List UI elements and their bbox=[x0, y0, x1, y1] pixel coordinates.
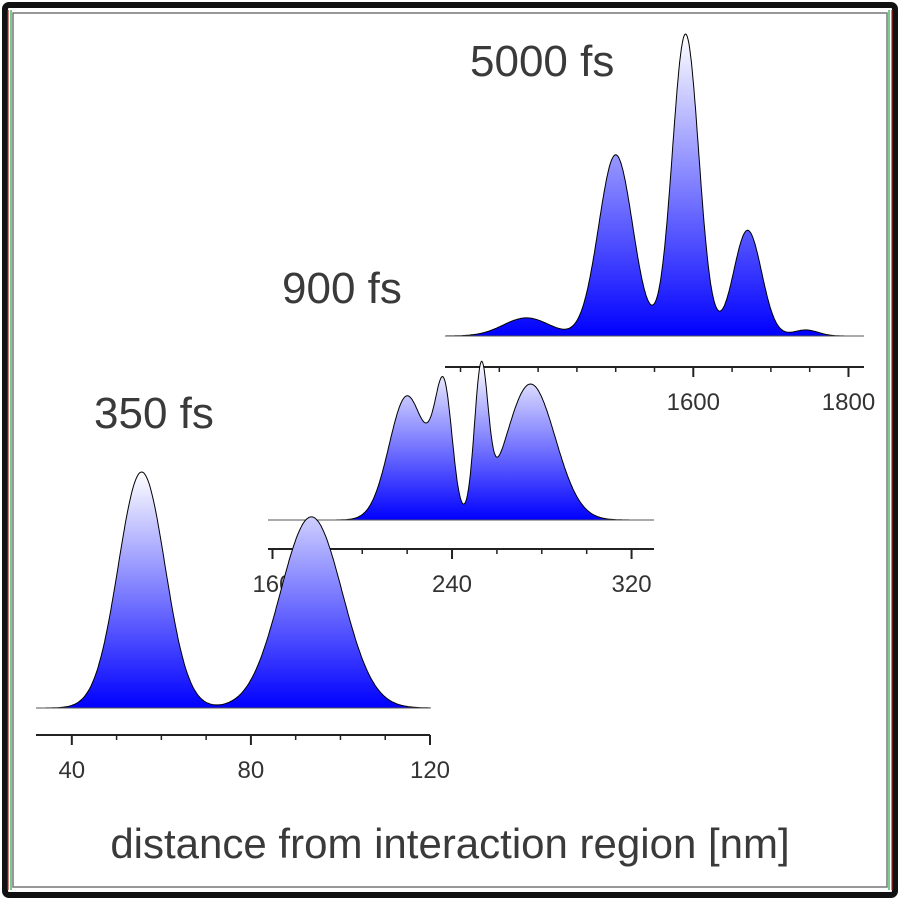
tick-label-2-1: 1800 bbox=[822, 389, 875, 416]
series-area-0 bbox=[36, 471, 431, 709]
panel-900fs-curve-group bbox=[268, 360, 654, 521]
panel-350fs: 40 80 120 350 fs bbox=[36, 389, 450, 784]
series-area-2 bbox=[445, 33, 864, 337]
panel-350fs-curve-group bbox=[36, 471, 431, 709]
panel-5000fs-curve-group bbox=[445, 33, 864, 337]
panel-5000fs-label: 5000 fs bbox=[470, 37, 614, 86]
panel-900fs-axis: 160 240 320 bbox=[252, 548, 654, 598]
tick-label-2-0: 1600 bbox=[667, 389, 720, 416]
tick-label-1-1: 240 bbox=[432, 571, 472, 598]
tick-label-0-2: 120 bbox=[410, 757, 450, 784]
panel-900fs-label: 900 fs bbox=[282, 264, 402, 313]
series-area-1 bbox=[268, 360, 654, 521]
tick-label-0-1: 80 bbox=[238, 757, 265, 784]
panel-350fs-label: 350 fs bbox=[94, 389, 214, 438]
tick-label-1-2: 320 bbox=[612, 571, 652, 598]
x-axis-title: distance from interaction region [nm] bbox=[110, 820, 789, 867]
panel-5000fs-axis: 1600 1800 bbox=[445, 366, 875, 416]
panel-350fs-axis: 40 80 120 bbox=[36, 734, 450, 784]
panel-5000fs: 1600 1800 5000 fs bbox=[445, 33, 875, 416]
tick-label-0-0: 40 bbox=[58, 757, 85, 784]
panel-900fs: 160 240 320 900 fs bbox=[252, 264, 654, 598]
